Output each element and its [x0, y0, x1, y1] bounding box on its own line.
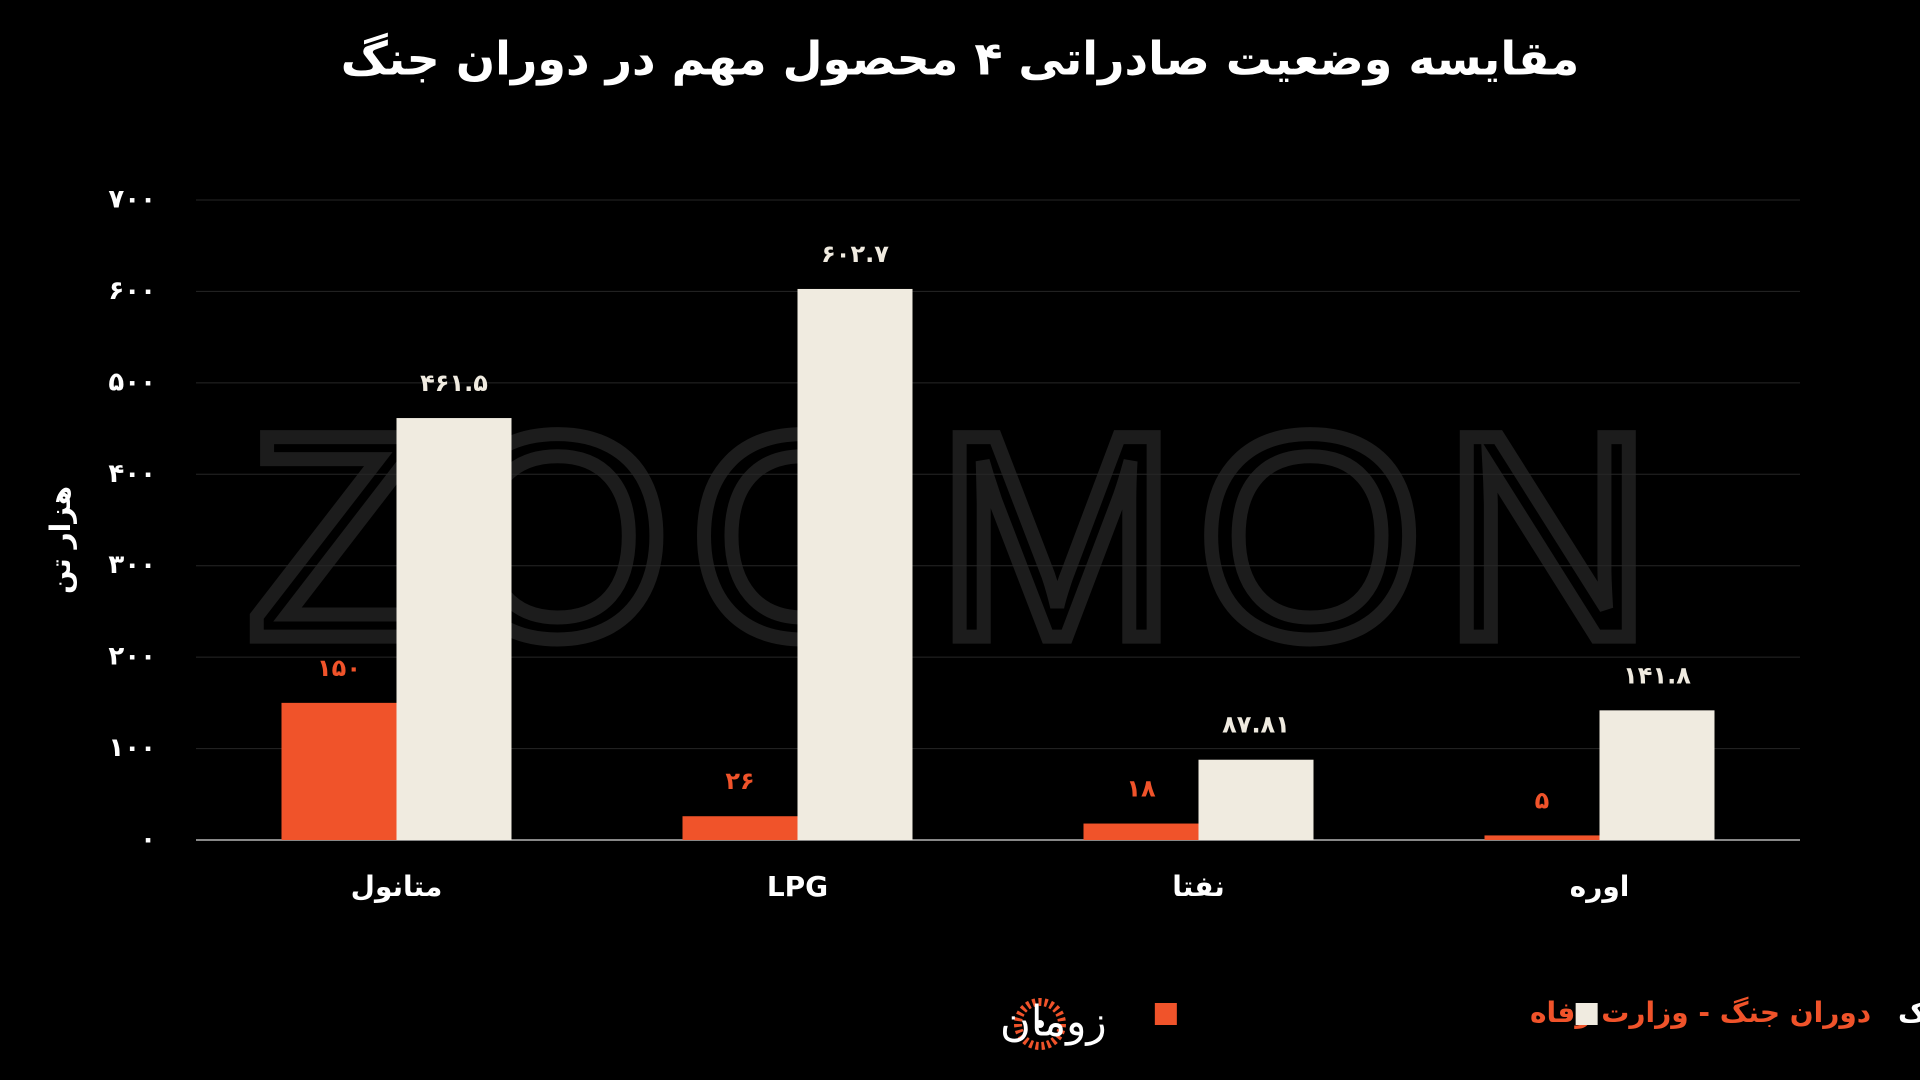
y-tick-label: ۵۰۰ [108, 367, 156, 397]
logo-text: زومان [1000, 997, 1107, 1046]
value-label: ۲۶ [725, 767, 754, 795]
bar [1198, 759, 1314, 840]
y-tick-label: ۶۰۰ [108, 276, 156, 306]
value-label: ۸۷.۸۱ [1222, 711, 1290, 739]
bar [1599, 710, 1715, 840]
logo-icon [1014, 998, 1066, 1050]
y-axis-label: هزار تن [44, 486, 77, 594]
value-label: ۶۰۲.۷ [821, 240, 889, 268]
bar [1484, 835, 1600, 840]
x-tick-label: نفتا [1172, 870, 1225, 903]
legend-swatch [1154, 1003, 1177, 1025]
x-tick-label: اوره [1570, 870, 1630, 903]
y-tick-label: ۴۰۰ [108, 459, 156, 489]
value-label: ۱۴۱.۸ [1623, 661, 1691, 689]
x-tick-label: LPG [767, 870, 828, 903]
bar [281, 702, 397, 840]
legend-swatch [1575, 1003, 1598, 1025]
y-tick-label: ۰ [140, 825, 156, 855]
value-label: ۱۸ [1126, 775, 1156, 803]
value-label: ۵ [1535, 786, 1550, 814]
bar [682, 816, 798, 840]
bar [797, 288, 913, 841]
bar [396, 418, 512, 840]
legend-label: فروردین ۱۴۰۴ گمرک [1898, 996, 1920, 1029]
value-label: ۱۵۰ [317, 654, 361, 682]
y-tick-label: ۷۰۰ [108, 185, 156, 215]
y-tick-label: ۳۰۰ [108, 550, 156, 580]
y-tick-label: ۱۰۰ [108, 733, 156, 763]
bar [1083, 823, 1199, 840]
y-tick-label: ۲۰۰ [108, 642, 156, 672]
x-tick-label: متانول [351, 870, 443, 903]
value-label: ۴۶۱.۵ [420, 369, 488, 397]
chart-title: مقایسه وضعیت صادراتی ۴ محصول مهم در دورا… [341, 32, 1579, 86]
